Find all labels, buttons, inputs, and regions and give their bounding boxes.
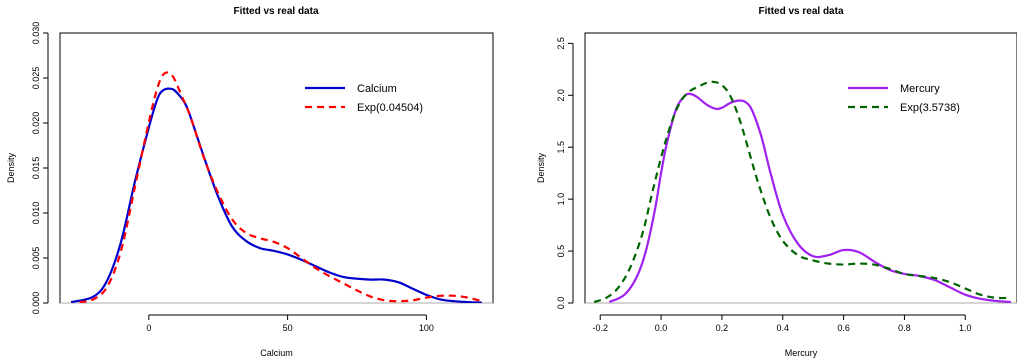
panel2-x-tick-label: 0.2	[716, 323, 729, 333]
panel1-legend-label: Calcium	[357, 83, 397, 95]
panel2-legend-label: Mercury	[900, 83, 940, 95]
panel1-title: Fitted vs real data	[233, 6, 318, 17]
panel1-y-axis-label: Density	[6, 152, 16, 183]
panel2-y-tick-label: 0.5	[556, 245, 566, 258]
panel2-series-2-line	[593, 80, 1011, 303]
panel1-series-1-line	[70, 87, 482, 303]
panel1-y-tick-label: 0.030	[31, 22, 41, 45]
panel2-y-tick-label: 1.0	[556, 193, 566, 206]
panel1-chart: Fitted vs real data 0 50 100 0.000 0.005 0.010…	[6, 6, 494, 358]
panel1-legend-label: Exp(0.04504)	[357, 102, 423, 114]
panel1-y-tick-label: 0.020	[31, 112, 41, 135]
panel2-x-tick-label: 1.0	[959, 323, 972, 333]
panel1-y-tick-label: 0.010	[31, 202, 41, 225]
panel1-x-tick-label: 100	[419, 323, 434, 333]
panel2-y-tick-label: 2.5	[556, 37, 566, 50]
panel1-y-tick-label: 0.025	[31, 67, 41, 90]
panel2-x-tick-label: 0.4	[776, 323, 789, 333]
panel2-chart: Fitted vs real data -0.2 0.0 0.2 0.4 0.6 0.8 1.…	[536, 6, 1017, 358]
panel2-x-tick-label: 0.6	[837, 323, 850, 333]
panel2-plot-frame	[584, 32, 1017, 304]
panel2-x-tick-label: -0.2	[592, 323, 608, 333]
panel2-series-1-line	[608, 92, 1011, 303]
panel2-y-tick-label: 1.5	[556, 141, 566, 154]
panel2-y-axis-label: Density	[536, 152, 546, 183]
panel2-title: Fitted vs real data	[758, 6, 843, 17]
panel2-y-tick-label: 0.0	[556, 297, 566, 310]
panel1-series-2-line	[79, 71, 483, 303]
panel1-x-tick-label: 50	[283, 323, 293, 333]
panel2-y-tick-label: 2.0	[556, 89, 566, 102]
panel2-x-tick-label: 0.8	[898, 323, 911, 333]
panel1-plot-frame	[59, 32, 494, 304]
panel1-x-tick-label: 0	[146, 323, 151, 333]
panel1-x-axis-label: Calcium	[260, 348, 293, 358]
panel1-y-tick-label: 0.005	[31, 247, 41, 270]
panel2-x-axis-label: Mercury	[785, 348, 818, 358]
panel1-y-tick-label: 0.000	[31, 292, 41, 315]
panel2-legend-label: Exp(3.5738)	[900, 102, 960, 114]
panel2-x-tick-label: 0.0	[655, 323, 668, 333]
panel1-y-tick-label: 0.015	[31, 157, 41, 180]
